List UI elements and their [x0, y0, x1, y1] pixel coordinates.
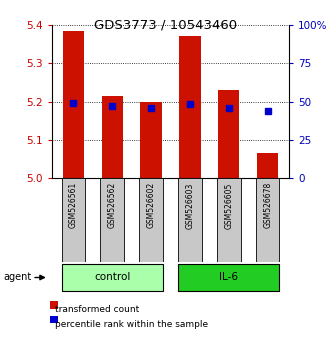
Bar: [139, 178, 163, 262]
Bar: [178, 178, 202, 262]
Bar: [178, 263, 279, 291]
Text: GSM526605: GSM526605: [224, 182, 233, 229]
Bar: [256, 178, 279, 262]
Text: IL-6: IL-6: [219, 273, 238, 282]
Text: GDS3773 / 10543460: GDS3773 / 10543460: [94, 18, 237, 31]
Bar: [179, 36, 201, 178]
Text: agent: agent: [3, 273, 31, 282]
Text: GSM526602: GSM526602: [147, 182, 156, 228]
Bar: [102, 96, 123, 178]
Bar: [140, 102, 162, 178]
Bar: [217, 178, 241, 262]
Text: percentile rank within the sample: percentile rank within the sample: [55, 320, 209, 329]
Text: GSM526561: GSM526561: [69, 182, 78, 228]
Bar: [257, 153, 278, 178]
Bar: [62, 178, 85, 262]
Bar: [100, 178, 124, 262]
Text: GSM526562: GSM526562: [108, 182, 117, 228]
Text: GSM526678: GSM526678: [263, 182, 272, 228]
Bar: [63, 31, 84, 178]
Bar: [50, 302, 58, 309]
Text: transformed count: transformed count: [55, 306, 140, 314]
Bar: [62, 263, 163, 291]
Bar: [218, 90, 239, 178]
Bar: [50, 316, 58, 324]
Text: GSM526603: GSM526603: [185, 182, 194, 229]
Text: control: control: [94, 273, 130, 282]
